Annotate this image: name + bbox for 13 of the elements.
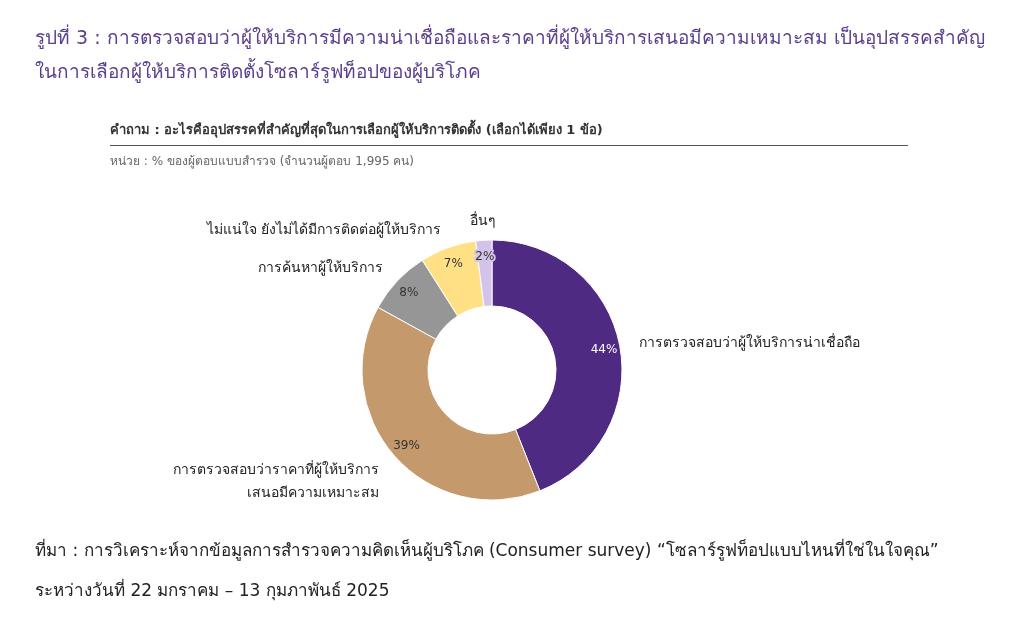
data-label: 8% (399, 284, 419, 299)
slice-label: ไม่แน่ใจ ยังไม่ได้มีการติดต่อผู้ให้บริการ (205, 220, 442, 238)
slice-label: การตรวจสอบว่าราคาที่ผู้ให้บริการ เสนอมีความเหมาะสม (173, 460, 380, 501)
data-label: 7% (443, 255, 463, 270)
data-label: 39% (393, 438, 420, 453)
slice-label: การค้นหาผู้ให้บริการ (257, 259, 383, 277)
slice-label: การตรวจสอบว่าผู้ให้บริการน่าเชื่อถือ (639, 332, 861, 351)
text: ที่มา : การวิเคราะห์จากข้อมูลการสำรวจความคิดเห็นผู้บริโภค (Consumer survey) “โซลาร์รูฟท็อปแบบไหนที่ใช่ในใจคุณ” ระหว่างวันที่ 22 มกราคม – 13 กุมภาพันธ์ 2025 (35, 537, 940, 603)
chart-subtitle: คำถาม : อะไรคืออุปสรรคที่สำคัญที่สุดในการเลือกผู้ให้บริการติดตั้ง (เลือกได้เพียง 1 ข้อ) (110, 119, 604, 140)
slice-label: อื่นๆ (469, 211, 496, 229)
chart-title: รูปที่ 3 : การตรวจสอบว่าผู้ให้บริการมีความน่าเชื่อถือและราคาที่ผู้ให้บริการเสนอมีความเหมาะสม เป็นอุปสรรคสำคัญในการเลือกผู้ให้บริการติดตั้งโซลาร์รูฟท็อปของผู้บริโภค (35, 23, 986, 85)
data-label: 44% (590, 341, 618, 356)
text: หน่วย : % ของผู้ตอบแบบสำรวจ (จำนวนผู้ตอบ 1,995 คน) (110, 153, 416, 170)
